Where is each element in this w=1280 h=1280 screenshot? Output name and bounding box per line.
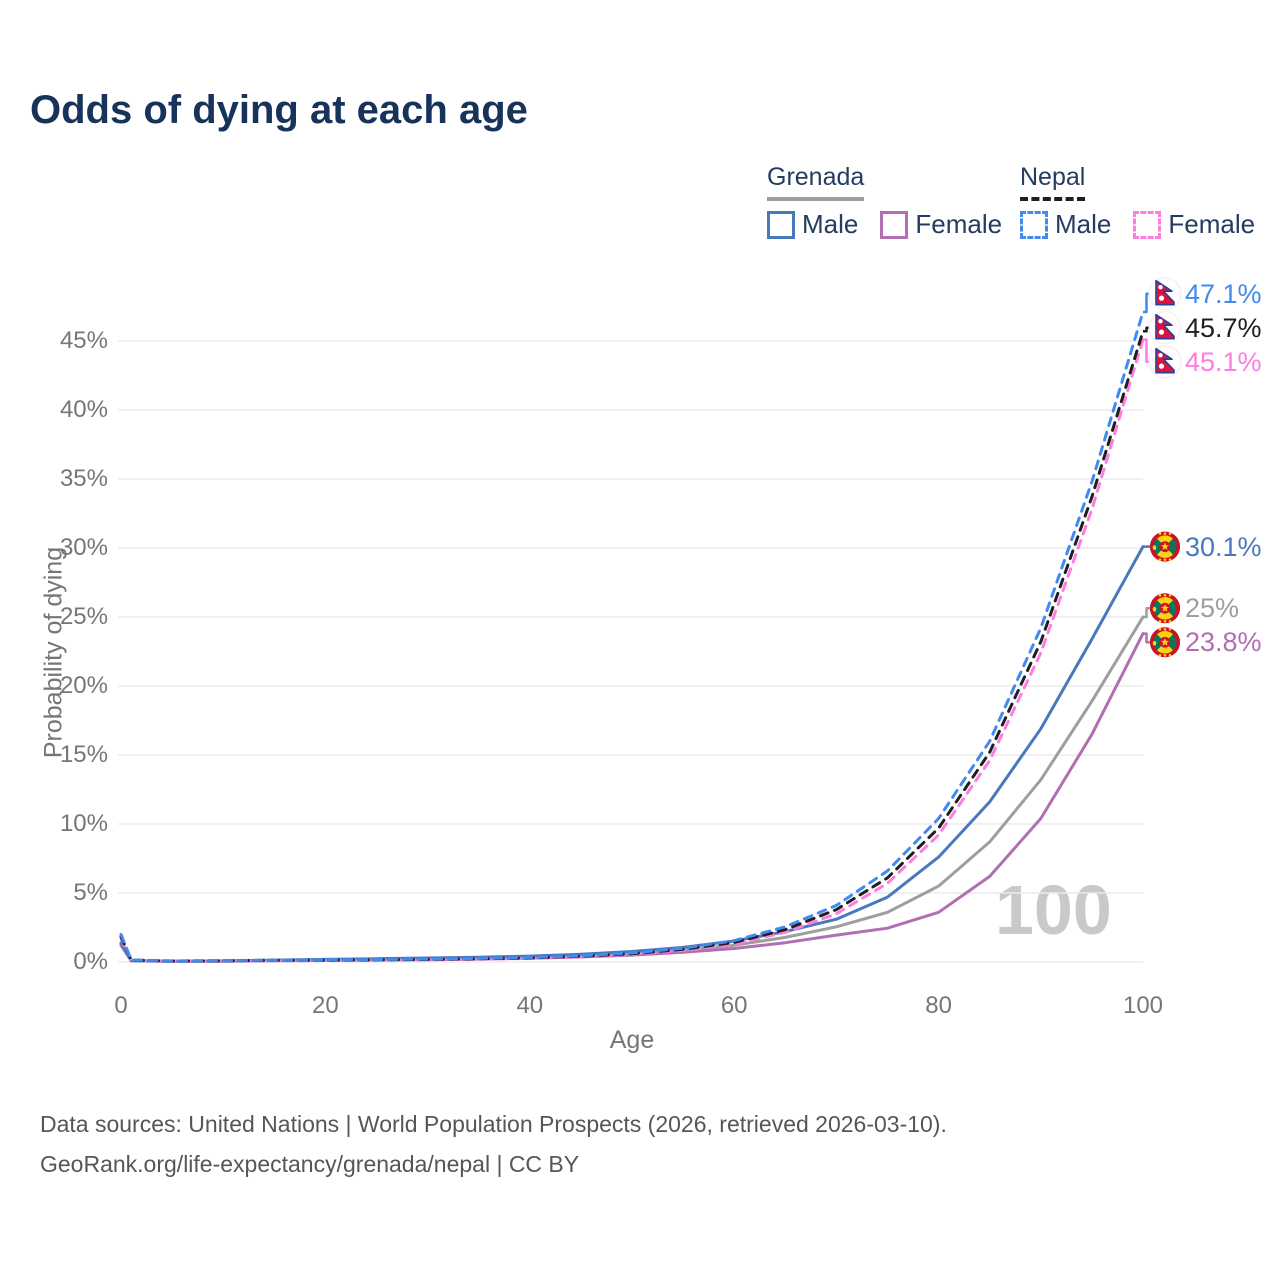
x-tick-label: 60 — [720, 992, 748, 1019]
end-label-grenada-both-sexes: 25% — [1185, 593, 1240, 624]
legend-row-nepal: Male Female — [1020, 209, 1277, 240]
legend-item-grenada-male[interactable]: Male — [767, 209, 858, 240]
footer: Data sources: United Nations | World Pop… — [40, 1104, 947, 1184]
attribution-line: GeoRank.org/life-expectancy/grenada/nepa… — [40, 1151, 580, 1177]
legend-item-label: Female — [1168, 209, 1256, 239]
end-label-grenada-female: 23.8% — [1185, 627, 1262, 658]
y-tick-label: 5% — [73, 879, 108, 906]
y-tick-label: 10% — [59, 810, 108, 837]
y-tick-label: 40% — [59, 396, 108, 423]
y-axis-title: Probability of dying — [39, 546, 68, 759]
line-grenada-male — [119, 545, 1145, 963]
y-tick-label: 15% — [59, 741, 108, 768]
x-tick-label: 20 — [312, 992, 339, 1019]
legend-item-label: Male — [1055, 209, 1112, 239]
end-label-nepal-both-sexes: 45.7% — [1185, 312, 1262, 343]
y-tick-label: 45% — [59, 327, 108, 354]
end-connector-grenada-female — [1143, 632, 1150, 644]
nepal-flag-icon — [1148, 345, 1182, 379]
grenada-flag-icon — [1150, 593, 1180, 624]
legend-row-grenada: Male Female — [767, 209, 1024, 240]
end-label-nepal-male: 47.1% — [1185, 278, 1262, 309]
y-tick-label: 20% — [59, 672, 108, 699]
legend-item-nepal-female[interactable]: Female — [1133, 209, 1255, 240]
legend-country-grenada: Grenada — [767, 163, 865, 201]
y-tick-label: 30% — [59, 534, 108, 561]
line-nepal-male — [119, 310, 1145, 963]
x-tick-label: 40 — [516, 992, 544, 1019]
x-tick-label: 80 — [925, 992, 952, 1019]
line-nepal-female — [119, 338, 1145, 963]
legend-group-nepal: Nepal Male Female — [1020, 163, 1277, 240]
end-connector-grenada-both-sexes — [1143, 607, 1150, 619]
line-grenada-female — [119, 632, 1145, 963]
nepal-flag-icon — [1148, 277, 1182, 311]
legend-item-grenada-female[interactable]: Female — [880, 209, 1002, 240]
end-connector-nepal-both-sexes — [1143, 326, 1150, 333]
legend-group-grenada: Grenada Male Female — [767, 163, 1024, 240]
y-tick-label: 0% — [73, 948, 108, 975]
x-tick-label: 0 — [114, 992, 128, 1019]
end-label-grenada-male: 30.1% — [1185, 531, 1262, 562]
nepal-female-swatch-icon — [1133, 210, 1162, 239]
grenada-male-swatch-icon — [767, 210, 795, 239]
legend-country-nepal: Nepal — [1020, 163, 1086, 201]
nepal-male-swatch-icon — [1020, 210, 1048, 239]
y-tick-label: 25% — [59, 603, 108, 630]
y-tick-label: 35% — [59, 465, 108, 492]
page-title: Odds of dying at each age — [30, 88, 528, 132]
data-source-line: Data sources: United Nations | World Pop… — [40, 1111, 947, 1137]
end-connector-nepal-female — [1143, 338, 1150, 363]
nepal-flag-icon — [1148, 311, 1182, 345]
grenada-flag-icon — [1150, 531, 1180, 562]
grenada-flag-icon — [1150, 627, 1180, 658]
end-connector-nepal-male — [1143, 292, 1150, 314]
legend-item-label: Male — [802, 209, 859, 239]
chart-watermark: 100 — [995, 871, 1112, 949]
legend-item-nepal-male[interactable]: Male — [1020, 209, 1111, 240]
grenada-female-swatch-icon — [880, 210, 909, 239]
x-tick-label: 100 — [1122, 992, 1164, 1019]
line-nepal-both-sexes — [119, 329, 1145, 963]
x-axis-title: Age — [609, 1026, 655, 1054]
end-label-nepal-female: 45.1% — [1185, 346, 1262, 377]
line-grenada-both-sexes — [119, 615, 1145, 963]
legend-item-label: Female — [915, 209, 1003, 239]
